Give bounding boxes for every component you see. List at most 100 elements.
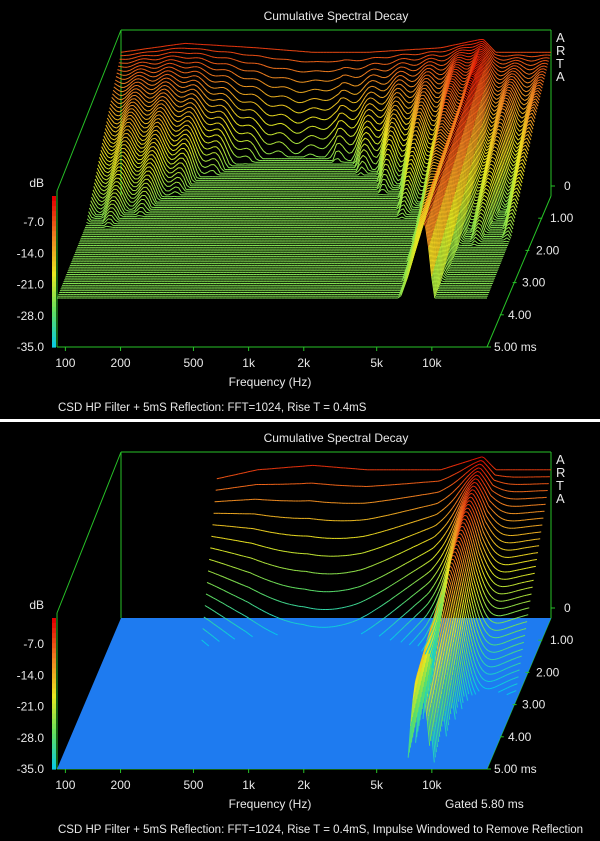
- decay-slice-segment: [470, 233, 475, 239]
- decay-slice-segment: [433, 228, 438, 257]
- decay-slice-segment: [431, 276, 436, 299]
- decay-slice-segment: [448, 155, 453, 171]
- decay-slice-segment: [401, 279, 405, 283]
- decay-slice-segment: [450, 244, 455, 259]
- decay-slice-segment: [441, 201, 446, 228]
- decay-slice-segment: [433, 230, 438, 259]
- decay-slice-segment: [452, 199, 457, 223]
- decay-slice-segment: [444, 192, 449, 218]
- decay-slice-segment: [419, 215, 424, 219]
- decay-slice-segment: [442, 199, 447, 226]
- decay-slice-segment: [429, 213, 434, 234]
- decay-slice-segment: [453, 230, 458, 250]
- decay-slice-segment: [454, 228, 459, 248]
- decay-slice-segment: [437, 188, 442, 207]
- decay-slice-segment: [425, 226, 430, 248]
- decay-slice-segment: [448, 214, 453, 240]
- decay-slice-segment: [447, 217, 452, 243]
- decay-slice-segment: [443, 197, 448, 223]
- decay-slice-segment: [428, 247, 433, 277]
- decay-slice-segment: [449, 209, 454, 234]
- decay-slice-segment: [449, 212, 454, 237]
- decay-slice-segment: [406, 255, 411, 261]
- decay-slice-segment: [507, 230, 512, 237]
- decay-slice-segment: [435, 193, 440, 212]
- decay-slice-segment: [446, 258, 451, 268]
- decay-slice-segment: [442, 235, 447, 262]
- decay-slice-segment: [478, 236, 483, 241]
- decay-slice-segment: [448, 180, 453, 205]
- decay-slice-segment: [451, 168, 456, 192]
- decay-slice-segment: [443, 232, 448, 259]
- decay-slice-segment: [432, 232, 437, 262]
- decay-slice-segment: [473, 243, 478, 246]
- decay-slice-segment: [446, 187, 451, 213]
- decay-slice-segment: [449, 247, 454, 261]
- decay-slice-segment: [421, 214, 426, 219]
- decay-slice-segment: [411, 250, 416, 257]
- decay-slice-segment: [445, 261, 450, 270]
- decay-slice-segment: [440, 206, 445, 234]
- decay-slice-segment: [415, 235, 420, 241]
- decay-slice-segment: [439, 248, 444, 276]
- decay-slice-segment: [416, 226, 421, 231]
- decay-slice-segment: [435, 261, 440, 288]
- decay-slice-segment: [448, 153, 453, 169]
- decay-slice-segment: [443, 272, 447, 277]
- decay-slice-segment: [449, 178, 454, 203]
- decay-slice-segment: [419, 222, 424, 227]
- decay-slice-segment: [431, 237, 436, 267]
- decay-slice-segment: [473, 229, 478, 235]
- decay-slice-segment: [442, 274, 447, 279]
- decay-slice-segment: [429, 191, 434, 198]
- decay-slice-segment: [397, 295, 402, 299]
- decay-slice-segment: [446, 185, 451, 210]
- decay-slice-segment: [428, 244, 433, 275]
- decay-slice-segment: [447, 157, 452, 174]
- decay-slice-segment: [428, 215, 433, 236]
- decay-slice-segment: [469, 236, 474, 241]
- decay-slice-segment: [431, 206, 436, 226]
- decay-slice-segment: [437, 253, 442, 281]
- decay-slice-segment: [459, 238, 464, 243]
- decay-slice-segment: [458, 211, 463, 231]
- decay-slice-segment: [479, 232, 484, 239]
- decay-slice-segment: [447, 220, 452, 245]
- frame-depth-bottom: [486, 195, 552, 348]
- decay-slice-segment: [472, 236, 476, 242]
- decay-slice-segment: [441, 175, 446, 193]
- decay-slice-segment: [424, 204, 429, 208]
- decay-slice-segment: [401, 276, 406, 281]
- decay-slice-segment: [437, 216, 442, 244]
- decay-slice-segment: [443, 170, 448, 188]
- decay-slice-segment: [469, 240, 473, 243]
- decay-slice-segment: [447, 182, 452, 208]
- decay-slice-segment: [443, 168, 448, 186]
- decay-slice-segment: [456, 219, 461, 240]
- decay-slice-segment: [412, 247, 417, 255]
- decay-slice-segment: [440, 243, 445, 270]
- decay-slice-segment: [476, 229, 481, 234]
- decay-slice-segment: [441, 277, 446, 281]
- decay-slice-segment: [444, 166, 449, 183]
- decay-slice-segment: [438, 213, 443, 241]
- chart-title: Cumulative Spectral Decay: [264, 9, 409, 23]
- decay-slice-segment: [434, 266, 439, 291]
- decay-slice-segment: [443, 269, 448, 275]
- decay-slice-segment: [422, 203, 426, 208]
- decay-slice-segment: [450, 241, 455, 257]
- decay-slice-segment: [442, 238, 447, 265]
- decay-slice-segment: [429, 242, 434, 272]
- decay-slice-segment: [444, 194, 448, 221]
- decay-slice-segment: [420, 212, 424, 216]
- decay-slice-segment: [430, 240, 435, 270]
- decay-slice-segment: [398, 292, 403, 297]
- decay-slice-segment: [405, 258, 410, 263]
- decay-slice-segment: [461, 233, 466, 239]
- decay-slice-segment: [431, 235, 436, 264]
- decay-slice-segment: [441, 204, 446, 231]
- decay-slice-segment: [423, 201, 427, 205]
- decay-slice-segment: [413, 242, 418, 249]
- decay-slice-segment: [440, 177, 445, 195]
- decay-slice-segment: [455, 222, 460, 243]
